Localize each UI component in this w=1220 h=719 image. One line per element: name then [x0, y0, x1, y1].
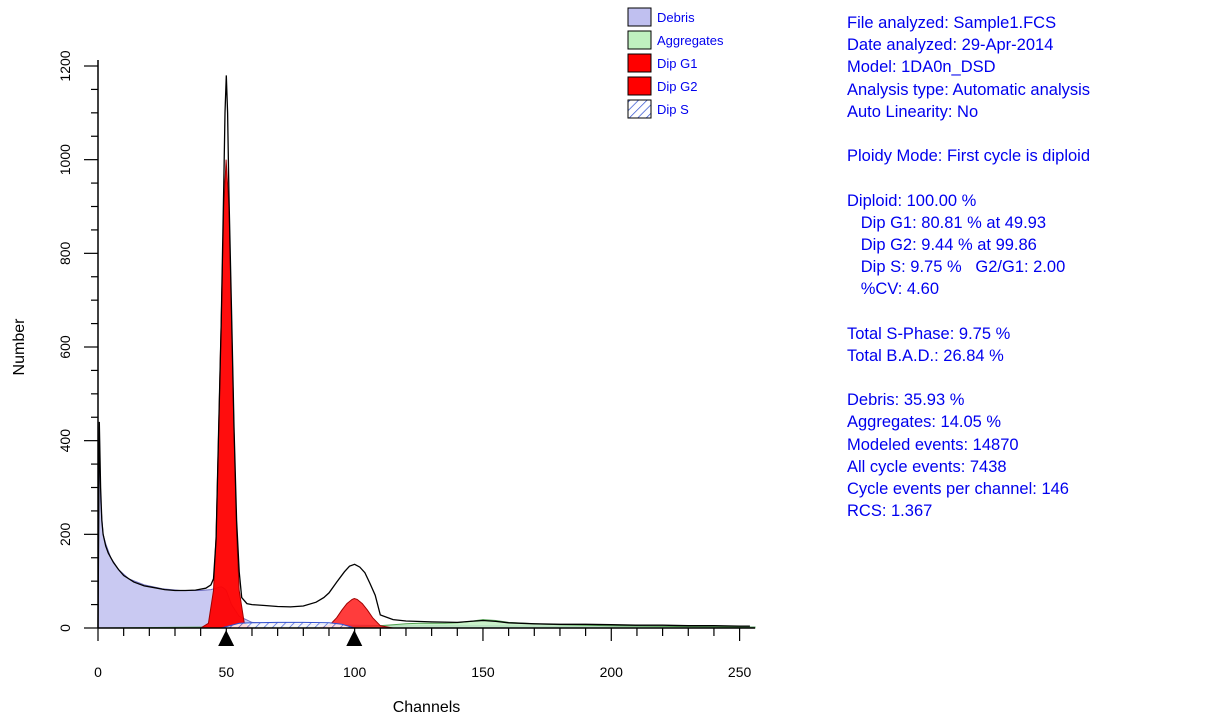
analysis-summary: File analyzed: Sample1.FCS Date analyzed:… [847, 12, 1090, 522]
stats-line: Total S-Phase: 9.75 % [847, 324, 1011, 343]
stats-line: Model: 1DA0n_DSD [847, 58, 996, 77]
stats-line: Dip S: 9.75 % G2/G1: 2.00 [847, 258, 1066, 277]
stats-line: All cycle events: 7438 [847, 457, 1007, 476]
area-debris [97, 426, 756, 629]
stats-spacer [847, 167, 1090, 189]
legend-label: Dip G2 [657, 79, 697, 94]
y-axis-title: Number [11, 318, 28, 376]
stats-line: %CV: 4.60 [847, 280, 940, 299]
legend-label: Aggregates [657, 33, 724, 48]
stats-line: Analysis type: Automatic analysis [847, 80, 1091, 99]
legend-swatch [627, 30, 652, 50]
x-tick-label: 0 [94, 664, 102, 680]
peak-marker [218, 630, 235, 646]
data-histogram-line [97, 75, 750, 629]
area-dip-g1 [200, 159, 254, 629]
stats-line: Modeled events: 14870 [847, 435, 1019, 454]
x-tick-label: 250 [728, 664, 752, 680]
stats-line: File analyzed: Sample1.FCS [847, 14, 1057, 32]
stats-line: Dip G1: 80.81 % at 49.93 [847, 213, 1047, 232]
legend-swatch [627, 53, 652, 73]
y-tick-label: 400 [57, 429, 73, 453]
legend-swatch [627, 7, 652, 27]
stats-line: Ploidy Mode: First cycle is diploid [847, 147, 1091, 166]
stats-line: Cycle events per channel: 146 [847, 479, 1069, 498]
legend-label: Debris [657, 10, 695, 25]
stats-line: Auto Linearity: No [847, 102, 979, 121]
legend: Debris Aggregates Dip G1 Dip G2 Dip S [627, 7, 724, 119]
x-tick-label: 150 [471, 664, 495, 680]
stats-line: RCS: 1.367 [847, 502, 933, 521]
y-tick-label: 0 [57, 624, 73, 632]
area-dip-g2 [316, 597, 394, 629]
stats-line: Dip G2: 9.44 % at 99.86 [847, 235, 1037, 254]
legend-swatch [627, 76, 652, 96]
legend-swatch [627, 99, 652, 119]
stats-line: Debris: 35.93 % [847, 391, 965, 410]
x-tick-label: 200 [600, 664, 624, 680]
x-axis-title: Channels [393, 699, 461, 716]
x-tick-label: 100 [343, 664, 367, 680]
y-tick-label: 1000 [57, 144, 73, 175]
stats-spacer [847, 300, 1090, 322]
x-tick-label: 50 [219, 664, 235, 680]
stats-line: Aggregates: 14.05 % [847, 413, 1002, 432]
legend-label: Dip G1 [657, 56, 697, 71]
y-tick-label: 200 [57, 522, 73, 546]
y-tick-label: 1200 [57, 50, 73, 81]
stats-spacer [847, 367, 1090, 389]
histogram-chart: 0 50 100 150 200 250 0 200 400 600 800 1000 1200 Deb… [11, 7, 756, 716]
stats-spacer [847, 123, 1090, 145]
y-tick-label: 800 [57, 241, 73, 265]
legend-label: Dip S [657, 102, 689, 117]
stats-line: Diploid: 100.00 % [847, 191, 977, 210]
peak-marker [346, 630, 363, 646]
area-dip-s [221, 621, 355, 629]
stats-line: Total B.A.D.: 26.84 % [847, 346, 1004, 365]
stats-line: Date analyzed: 29-Apr-2014 [847, 36, 1054, 55]
y-tick-label: 600 [57, 335, 73, 359]
